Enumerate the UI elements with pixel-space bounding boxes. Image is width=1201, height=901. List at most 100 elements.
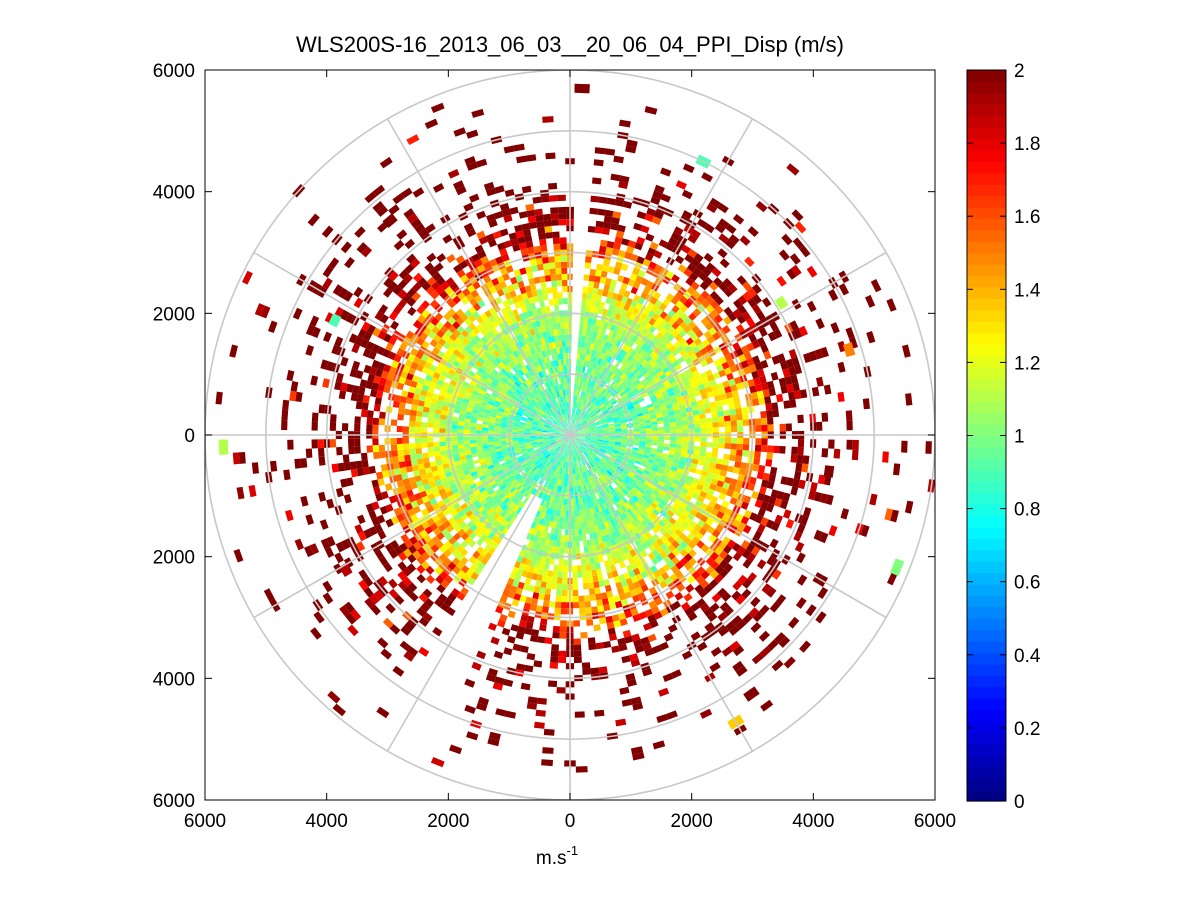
ppi-cell bbox=[575, 383, 579, 390]
ppi-cell bbox=[659, 363, 668, 371]
ppi-cell bbox=[580, 359, 585, 367]
ppi-cell bbox=[608, 285, 616, 293]
ppi-cell bbox=[409, 443, 416, 450]
ppi-cell bbox=[366, 424, 373, 432]
ppi-cell bbox=[404, 460, 412, 467]
ppi-cell bbox=[789, 320, 799, 331]
ppi-cell bbox=[575, 402, 578, 409]
ppi-cell bbox=[655, 339, 663, 347]
ppi-cell bbox=[627, 391, 634, 397]
ppi-cell bbox=[421, 422, 428, 428]
ppi-cell bbox=[573, 504, 577, 511]
ppi-cell bbox=[587, 637, 596, 645]
ppi-cell bbox=[644, 253, 654, 262]
ppi-cell bbox=[644, 315, 652, 323]
ppi-cell bbox=[543, 594, 551, 601]
ppi-cell bbox=[718, 233, 729, 244]
ppi-cell bbox=[684, 345, 693, 353]
ppi-cell bbox=[668, 377, 676, 384]
ppi-cell bbox=[594, 420, 601, 425]
ppi-cell bbox=[619, 420, 627, 424]
ppi-cell bbox=[754, 451, 761, 459]
ppi-cell bbox=[576, 415, 580, 422]
ppi-cell bbox=[760, 445, 768, 453]
ppi-cell bbox=[671, 329, 679, 338]
ppi-cell bbox=[652, 354, 660, 362]
ppi-cell bbox=[645, 365, 653, 372]
ppi-cell bbox=[687, 248, 698, 259]
ppi-cell bbox=[598, 413, 604, 418]
ppi-cell bbox=[573, 620, 580, 627]
ppi-cell bbox=[795, 462, 803, 472]
ppi-cell bbox=[627, 381, 634, 388]
ppi-cell bbox=[565, 523, 569, 530]
ppi-cell bbox=[573, 638, 581, 645]
ppi-cell bbox=[586, 323, 592, 331]
ppi-cell bbox=[612, 211, 622, 219]
ppi-cell bbox=[683, 325, 692, 334]
ppi-cell bbox=[722, 380, 730, 388]
ppi-cell bbox=[659, 327, 668, 335]
ppi-cell bbox=[669, 356, 678, 364]
ppi-cell bbox=[647, 358, 655, 366]
ppi-cell bbox=[576, 408, 579, 415]
ppi-cell bbox=[587, 355, 592, 362]
ppi-cell bbox=[588, 409, 593, 415]
ppi-cell bbox=[475, 439, 483, 444]
ppi-cell bbox=[671, 402, 679, 408]
ppi-cell bbox=[712, 389, 720, 397]
ppi-cell bbox=[721, 348, 730, 357]
ppi-cell bbox=[588, 275, 596, 282]
ppi-cell bbox=[602, 408, 609, 414]
ppi-cell bbox=[637, 384, 644, 391]
ppi-cell bbox=[561, 596, 568, 603]
ppi-cell bbox=[711, 411, 718, 418]
ppi-cell bbox=[748, 364, 757, 373]
ppi-cell bbox=[560, 602, 568, 609]
ppi-cell bbox=[589, 388, 594, 395]
ppi-cell bbox=[718, 369, 727, 378]
ppi-cell bbox=[690, 258, 700, 268]
ppi-cell bbox=[675, 300, 684, 309]
ppi-cell bbox=[604, 277, 612, 286]
ppi-cell bbox=[726, 372, 734, 381]
ppi-cell bbox=[558, 559, 564, 566]
ppi-cell bbox=[778, 377, 787, 387]
ppi-cell bbox=[637, 296, 646, 305]
ppi-cell bbox=[586, 417, 592, 423]
ppi-cell bbox=[627, 278, 636, 287]
ppi-cell bbox=[609, 364, 615, 372]
ppi-cell bbox=[683, 299, 693, 309]
ppi-cell bbox=[572, 428, 577, 433]
ppi-cell bbox=[677, 264, 687, 273]
ppi-cell bbox=[708, 327, 717, 336]
ppi-cell bbox=[578, 595, 585, 603]
ppi-cell bbox=[581, 378, 585, 386]
ppi-cell bbox=[724, 367, 732, 375]
ppi-cell bbox=[589, 425, 596, 429]
ppi-cell bbox=[601, 227, 610, 235]
ppi-cell bbox=[618, 249, 626, 258]
ppi-cell bbox=[753, 377, 761, 386]
ppi-cell bbox=[703, 252, 714, 263]
ppi-cell bbox=[600, 239, 608, 247]
ppi-cell bbox=[372, 445, 380, 453]
ppi-cell bbox=[679, 304, 689, 313]
ppi-cell bbox=[632, 267, 641, 276]
ppi-cell bbox=[350, 468, 358, 478]
ppi-cell bbox=[729, 454, 736, 462]
ppi-cell bbox=[654, 389, 661, 396]
ppi-cell bbox=[560, 535, 565, 542]
ppi-cell bbox=[585, 256, 592, 263]
ppi-cell bbox=[725, 391, 733, 399]
ppi-cell bbox=[624, 251, 633, 260]
ppi-cell bbox=[670, 398, 678, 404]
ppi-cell bbox=[573, 414, 577, 421]
ppi-cell bbox=[598, 394, 604, 401]
ppi-cell bbox=[598, 307, 604, 315]
ppi-cell bbox=[555, 595, 562, 603]
ppi-cell bbox=[815, 318, 825, 330]
ppi-cell bbox=[670, 436, 677, 441]
ppi-cell bbox=[611, 217, 620, 225]
ppi-cell bbox=[886, 298, 897, 312]
